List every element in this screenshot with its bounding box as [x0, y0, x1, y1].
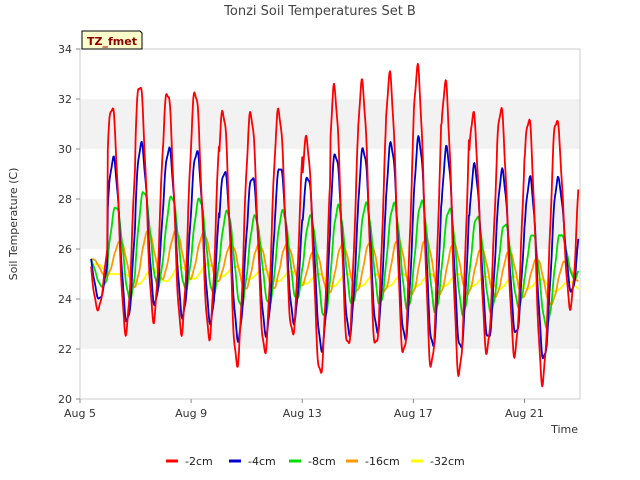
x-tick-label: Aug 21 [505, 407, 544, 420]
y-tick-label: 30 [58, 143, 72, 156]
x-tick-label: Aug 17 [394, 407, 433, 420]
y-tick-label: 24 [58, 293, 72, 306]
x-tick-label: Aug 13 [283, 407, 322, 420]
series-lines [90, 62, 580, 388]
y-tick-label: 22 [58, 343, 72, 356]
grid-band [80, 299, 580, 349]
x-axis-label: Time [550, 423, 578, 436]
series-line-8cm [90, 191, 580, 330]
legend-label: -16cm [365, 455, 400, 468]
legend-label: -32cm [430, 455, 465, 468]
x-tick-label: Aug 5 [64, 407, 96, 420]
station-badge-label: TZ_fmet [87, 35, 137, 48]
y-tick-label: 20 [58, 393, 72, 406]
x-axis: Aug 5 Aug 9 Aug 13 Aug 17 Aug 21 [64, 399, 544, 420]
y-tick-label: 32 [58, 93, 72, 106]
x-tick-label: Aug 9 [175, 407, 207, 420]
grid-band [80, 49, 580, 99]
legend-label: -8cm [308, 455, 336, 468]
y-tick-label: 34 [58, 43, 72, 56]
y-axis: 20 22 24 26 28 30 32 34 [58, 43, 80, 406]
series-line-2cm [90, 62, 580, 388]
plot-area [79, 48, 581, 400]
legend-label: -2cm [185, 455, 213, 468]
series-line-32cm [90, 262, 580, 293]
series-line-16cm [90, 230, 579, 306]
station-badge: TZ_fmet [81, 30, 143, 50]
legend: -2cm -4cm -8cm -16cm -32cm [166, 455, 465, 468]
y-axis-label: Soil Temperature (C) [7, 168, 20, 281]
grid-band [80, 349, 580, 399]
legend-label: -4cm [248, 455, 276, 468]
chart-title: Tonzi Soil Temperatures Set B [223, 4, 416, 19]
y-tick-label: 28 [58, 193, 72, 206]
y-tick-label: 26 [58, 243, 72, 256]
